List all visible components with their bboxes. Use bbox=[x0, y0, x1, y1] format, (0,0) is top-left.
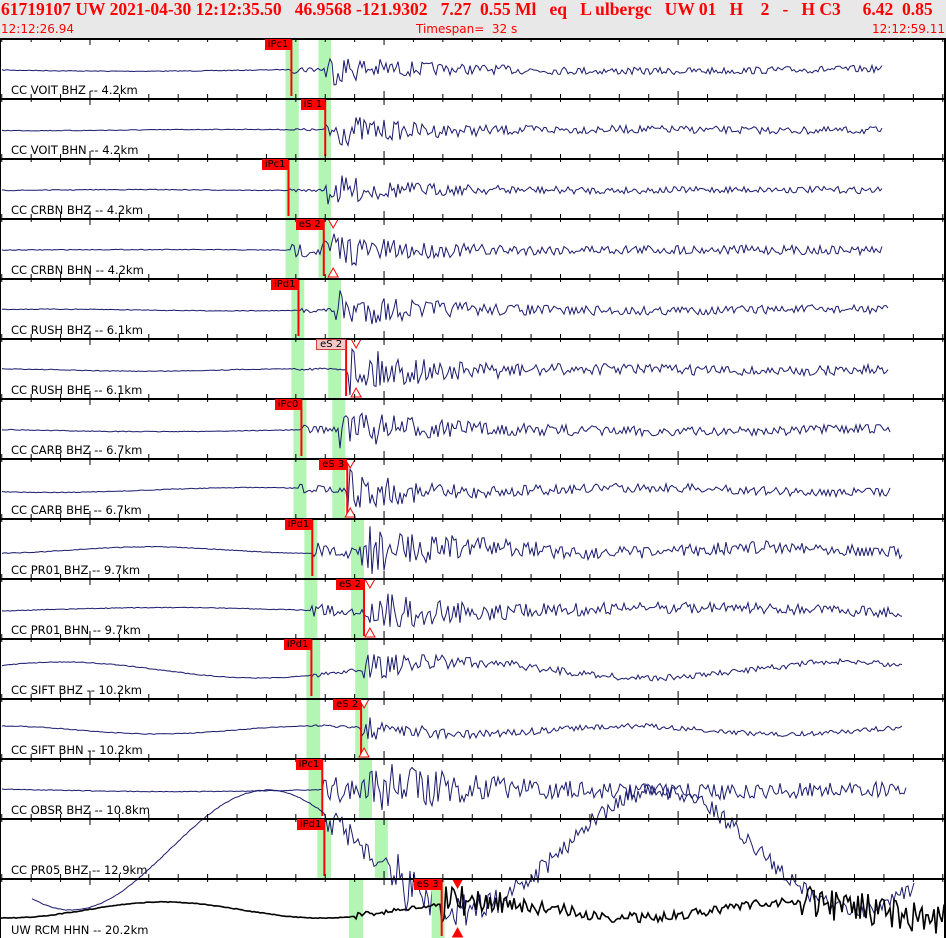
pick-label[interactable]: eS 3 bbox=[319, 459, 348, 470]
waveform bbox=[1, 290, 889, 325]
pick-label[interactable]: iPd1 bbox=[283, 639, 312, 650]
s-window bbox=[328, 338, 342, 398]
waveform bbox=[1, 526, 903, 575]
timespan: Timespan= 32 s bbox=[416, 22, 518, 36]
waveform bbox=[1, 57, 883, 86]
pick-label[interactable]: eS 2 bbox=[333, 699, 362, 710]
s-window bbox=[318, 38, 332, 98]
trace-label: CC PR01 BHN -- 9.7km bbox=[11, 623, 141, 637]
pick-label[interactable]: iPd1 bbox=[270, 279, 299, 290]
trace-label: CC VOIT BHZ -- 4.2km bbox=[11, 83, 138, 97]
theoretical-arrival-icon bbox=[364, 626, 376, 638]
p-window bbox=[306, 638, 321, 698]
start-time: 12:12:26.94 bbox=[1, 22, 74, 36]
pick-label[interactable]: iPd1 bbox=[284, 519, 313, 530]
trace-label: CC SIFT BHN -- 10.2km bbox=[11, 743, 143, 757]
waveform bbox=[1, 347, 889, 396]
s-window bbox=[332, 458, 346, 518]
end-time: 12:12:59.11 bbox=[872, 22, 945, 36]
pick-label[interactable]: eS 2 bbox=[295, 219, 324, 230]
s-window bbox=[374, 818, 388, 878]
waveform bbox=[1, 653, 903, 682]
waveform bbox=[0, 885, 946, 934]
trace-label: CC PR05 BHZ -- 12.9km bbox=[11, 863, 148, 877]
theoretical-arrival-icon bbox=[451, 926, 464, 938]
pick-label[interactable]: iPc1 bbox=[295, 759, 323, 770]
waveform bbox=[1, 593, 903, 628]
trace-label: CC VOIT BHN -- 4.2km bbox=[11, 143, 139, 157]
pick-label[interactable]: iPd1 bbox=[296, 819, 325, 830]
trace-label: UW RCM HHN -- 20.2km bbox=[11, 923, 149, 937]
waveform bbox=[1, 717, 903, 741]
trace-label: CC CRBN BHZ -- 4.2km bbox=[11, 203, 144, 217]
s-window bbox=[359, 758, 372, 818]
theoretical-arrival-icon bbox=[451, 878, 464, 890]
waveform bbox=[1, 764, 907, 811]
trace-label: CC SIFT BHZ -- 10.2km bbox=[11, 683, 142, 697]
p-window bbox=[293, 458, 307, 518]
s-window bbox=[332, 398, 346, 458]
trace-label: CC PR01 BHZ -- 9.7km bbox=[11, 563, 141, 577]
pick-label[interactable]: iPc0 bbox=[274, 399, 302, 410]
s-window bbox=[351, 518, 365, 578]
theoretical-arrival-icon bbox=[364, 578, 376, 590]
p-window bbox=[304, 518, 318, 578]
event-summary: 61719107 UW 2021-04-30 12:12:35.50 46.95… bbox=[1, 0, 933, 19]
s-window bbox=[355, 638, 369, 698]
p-window bbox=[306, 698, 321, 758]
p-window bbox=[285, 218, 299, 278]
p-window bbox=[349, 878, 364, 938]
trace-label: CC OBSR BHZ -- 10.8km bbox=[11, 803, 150, 817]
pick-label[interactable]: eS 3 bbox=[413, 879, 442, 890]
waveform bbox=[2, 175, 883, 205]
waveform bbox=[1, 468, 891, 509]
trace-label: CC CRBN BHN -- 4.2km bbox=[11, 263, 144, 277]
theoretical-arrival-icon bbox=[327, 266, 340, 278]
trace-label: CC CARB BHZ -- 6.7km bbox=[11, 443, 143, 457]
p-window bbox=[293, 398, 307, 458]
trace-label: CC RUSH BHE -- 6.1km bbox=[11, 383, 143, 397]
theoretical-arrival-icon bbox=[344, 506, 357, 518]
s-window bbox=[318, 218, 332, 278]
pick-label[interactable]: iPc1 bbox=[264, 39, 292, 50]
trace-label: CC CARB BHE -- 6.7km bbox=[11, 503, 142, 517]
s-window bbox=[351, 578, 365, 638]
s-window bbox=[328, 278, 342, 338]
theoretical-arrival-icon bbox=[350, 386, 362, 398]
pick-label[interactable]: eS 2 bbox=[336, 579, 365, 590]
theoretical-arrival-icon bbox=[350, 338, 362, 350]
waveform bbox=[1, 117, 883, 147]
waveform bbox=[31, 782, 915, 926]
p-window bbox=[291, 338, 305, 398]
pick-label[interactable]: iPc1 bbox=[261, 159, 289, 170]
pick-label[interactable]: eS 2 bbox=[316, 339, 347, 350]
event-header: 61719107 UW 2021-04-30 12:12:35.50 46.95… bbox=[0, 0, 946, 38]
waveform bbox=[1, 233, 883, 267]
pick-label[interactable]: iS 1 bbox=[300, 99, 326, 110]
p-window bbox=[308, 758, 322, 818]
theoretical-arrival-icon bbox=[358, 746, 370, 758]
trace-label: CC RUSH BHZ -- 6.1km bbox=[11, 323, 143, 337]
p-window bbox=[285, 98, 299, 158]
waveform bbox=[1, 412, 891, 449]
